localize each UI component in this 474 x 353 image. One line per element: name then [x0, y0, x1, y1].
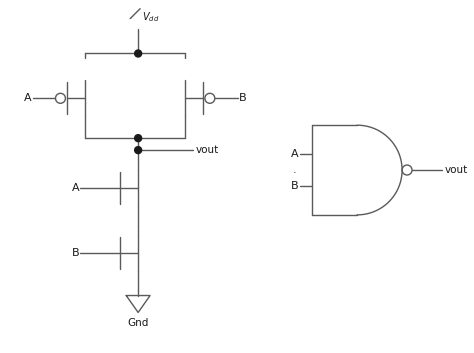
Text: Gnd: Gnd: [128, 318, 149, 328]
Text: vout: vout: [196, 145, 219, 155]
Text: .: .: [293, 165, 296, 175]
Text: A: A: [24, 93, 31, 103]
Text: B: B: [291, 181, 298, 191]
Text: B: B: [72, 248, 79, 258]
Circle shape: [135, 134, 142, 142]
Text: vout: vout: [445, 165, 468, 175]
Text: $V_{dd}$: $V_{dd}$: [142, 10, 159, 24]
Circle shape: [135, 146, 142, 154]
Text: B: B: [239, 93, 246, 103]
Circle shape: [135, 50, 142, 57]
Text: A: A: [291, 149, 298, 159]
Text: A: A: [72, 183, 79, 193]
